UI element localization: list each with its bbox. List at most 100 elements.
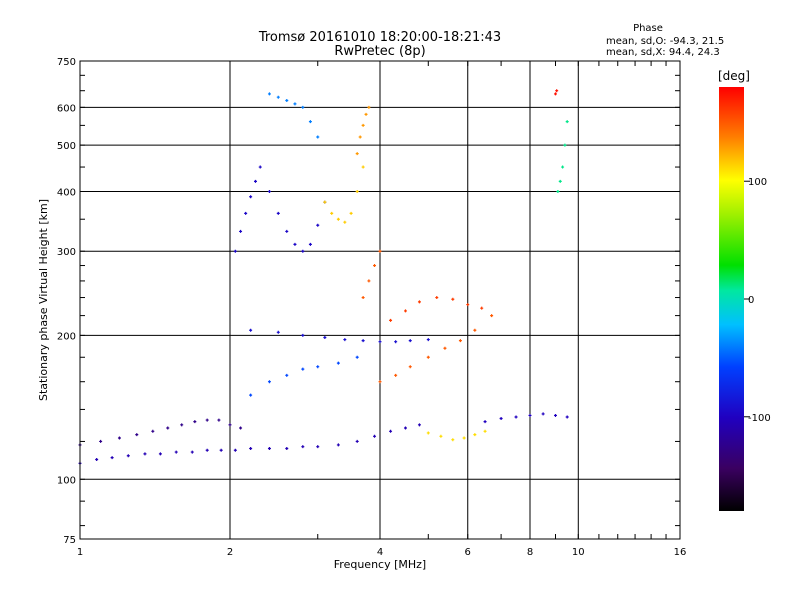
data-point xyxy=(565,120,569,124)
data-point xyxy=(180,423,184,427)
data-point xyxy=(330,211,334,215)
data-point xyxy=(451,297,455,301)
phase-box-title: Phase xyxy=(633,23,663,34)
data-point xyxy=(135,433,139,437)
data-point xyxy=(426,355,430,359)
data-point xyxy=(126,454,130,458)
data-point xyxy=(301,445,305,449)
data-point xyxy=(358,135,362,139)
data-point xyxy=(217,418,221,422)
data-point xyxy=(244,211,248,215)
data-point xyxy=(166,426,170,430)
data-point xyxy=(349,211,353,215)
x-ticks: 1 2 4 6 8 10 16 xyxy=(77,61,686,558)
data-point xyxy=(267,446,271,450)
colorbar-tick-label: -100 xyxy=(748,413,771,424)
x-axis-label: Frequency [MHz] xyxy=(334,558,426,571)
data-point xyxy=(462,436,466,440)
data-point xyxy=(233,448,237,452)
data-point xyxy=(555,89,559,93)
data-point xyxy=(308,120,312,124)
data-point xyxy=(258,165,262,169)
chart-title: Tromsø 20161010 18:20:00-18:21:43 xyxy=(258,30,501,45)
data-point xyxy=(403,426,407,430)
data-point xyxy=(110,456,114,460)
y-tick-label: 100 xyxy=(57,475,76,486)
data-point xyxy=(483,420,487,424)
data-point xyxy=(276,211,280,215)
data-point xyxy=(403,309,407,313)
data-point xyxy=(276,330,280,334)
x-tick-label: 8 xyxy=(527,547,533,558)
y-tick-label: 600 xyxy=(57,103,76,114)
data-point xyxy=(378,340,382,344)
phase-box-line-x: mean, sd,X: 94.4, 24.3 xyxy=(606,47,720,58)
x-tick-label: 2 xyxy=(227,547,233,558)
x-tick-label: 4 xyxy=(377,547,383,558)
phase-box-line-o: mean, sd,O: -94.3, 21.5 xyxy=(606,36,724,47)
data-point xyxy=(323,335,327,339)
data-point xyxy=(466,303,470,307)
data-point xyxy=(316,223,320,227)
data-point xyxy=(480,306,484,310)
data-point xyxy=(336,217,340,221)
data-point xyxy=(556,189,560,193)
data-point xyxy=(408,365,412,369)
data-point xyxy=(239,426,243,430)
data-point xyxy=(95,457,99,461)
data-point xyxy=(267,92,271,96)
data-point xyxy=(249,195,253,199)
data-point xyxy=(336,443,340,447)
data-point xyxy=(451,438,455,442)
data-point xyxy=(389,318,393,322)
data-point xyxy=(323,200,327,204)
data-point xyxy=(364,112,368,116)
data-point xyxy=(528,413,532,417)
data-point xyxy=(426,431,430,435)
chart-subtitle: RwPretec (8p) xyxy=(334,44,425,59)
data-point xyxy=(316,365,320,369)
data-point xyxy=(553,413,557,417)
data-point xyxy=(558,179,562,183)
data-point xyxy=(301,249,305,253)
data-point xyxy=(565,415,569,419)
data-point xyxy=(378,249,382,253)
data-point xyxy=(253,179,257,183)
data-point xyxy=(174,450,178,454)
data-point xyxy=(117,436,121,440)
y-tick-label: 75 xyxy=(63,535,76,546)
data-point xyxy=(439,434,443,438)
data-point xyxy=(355,355,359,359)
data-point xyxy=(205,418,209,422)
data-point xyxy=(408,339,412,343)
data-point xyxy=(373,264,377,268)
data-point xyxy=(316,135,320,139)
data-point xyxy=(285,99,289,103)
y-tick-label: 300 xyxy=(57,247,76,258)
data-point xyxy=(417,300,421,304)
data-point xyxy=(473,328,477,332)
data-point xyxy=(355,189,359,193)
data-point xyxy=(285,373,289,377)
data-point xyxy=(426,338,430,342)
data-point xyxy=(219,448,223,452)
data-point xyxy=(301,333,305,337)
data-point xyxy=(301,105,305,109)
data-point xyxy=(151,429,155,433)
data-point xyxy=(193,420,197,424)
data-point xyxy=(499,417,503,421)
colorbar-label: [deg] xyxy=(718,69,750,83)
x-tick-label: 1 xyxy=(77,547,83,558)
data-point xyxy=(490,314,494,318)
data-point xyxy=(541,412,545,416)
colorbar: [deg] 100 0 -100 xyxy=(718,69,771,511)
data-point xyxy=(276,95,280,99)
data-point xyxy=(205,448,209,452)
data-point xyxy=(443,346,447,350)
data-point xyxy=(336,361,340,365)
data-point xyxy=(553,92,557,96)
data-point xyxy=(249,446,253,450)
data-point xyxy=(373,434,377,438)
y-ticks: 75 100 200 300 400 500 600 750 xyxy=(57,57,680,546)
